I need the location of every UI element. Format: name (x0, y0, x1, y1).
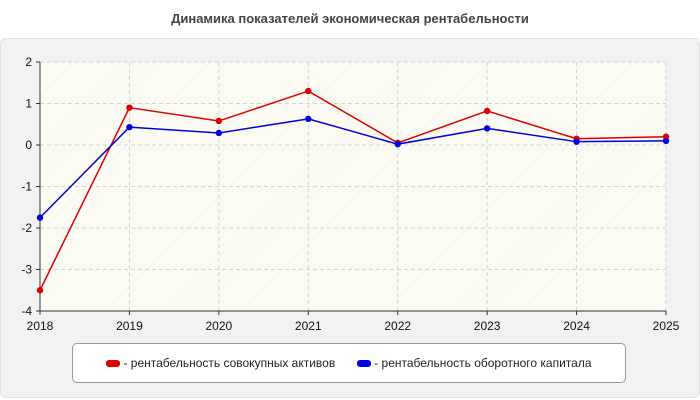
grid-lines (40, 61, 667, 311)
x-tick-label-7: 2025 (653, 319, 680, 333)
series-2-point-2024 (573, 138, 580, 145)
chart-title: Динамика показателей экономическая рента… (171, 11, 529, 26)
series-2-point-2018 (36, 214, 44, 221)
series-1-line (39, 90, 667, 291)
x-tick-label-5: 2023 (474, 319, 501, 333)
series-2-point-2025 (662, 137, 670, 145)
x-tick-label-0: 2018 (27, 319, 54, 333)
legend-label-series-1: - рентабельность совокупных активов (123, 356, 336, 370)
series-2-point-2021 (305, 115, 312, 123)
x-tick-label-1: 2019 (116, 319, 143, 333)
series-2-point-2023 (483, 125, 491, 132)
series-2-point-2022 (394, 140, 401, 148)
x-tick-label-2: 2020 (206, 319, 233, 333)
x-tick-label-4: 2022 (384, 319, 411, 333)
y-tick-label-0: 2 (25, 55, 32, 69)
series-2-line (39, 118, 667, 219)
axes (36, 61, 667, 315)
series-2-point-2020 (215, 129, 223, 137)
y-tick-label-2: 0 (25, 138, 32, 152)
series-1-point-2020 (215, 117, 223, 125)
series-lines (36, 87, 670, 294)
x-tick-label-6: 2024 (563, 319, 590, 333)
series-1-point-2021 (305, 87, 312, 95)
series-1-point-2018 (36, 287, 44, 294)
y-tick-label-6: -4 (21, 304, 32, 318)
legend-swatch-series-2 (357, 359, 372, 367)
y-tick-label-4: -2 (21, 221, 32, 235)
series-1-point-2019 (126, 104, 133, 111)
legend-label-series-2: - рентабельность оборотного капитала (374, 356, 592, 370)
x-tick-label-3: 2021 (295, 319, 322, 333)
y-tick-label-3: -1 (21, 180, 32, 194)
series-2-point-2019 (126, 123, 133, 131)
legend-item-series-2: - рентабельность оборотного капитала (357, 356, 592, 370)
series-1-point-2023 (483, 107, 491, 115)
legend-item-series-1: - рентабельность совокупных активов (106, 356, 335, 370)
legend: - рентабельность совокупных активов - ре… (72, 343, 626, 383)
legend-swatch-series-1 (106, 359, 121, 367)
y-tick-label-5: -3 (21, 263, 32, 277)
y-tick-label-1: 1 (25, 97, 32, 111)
